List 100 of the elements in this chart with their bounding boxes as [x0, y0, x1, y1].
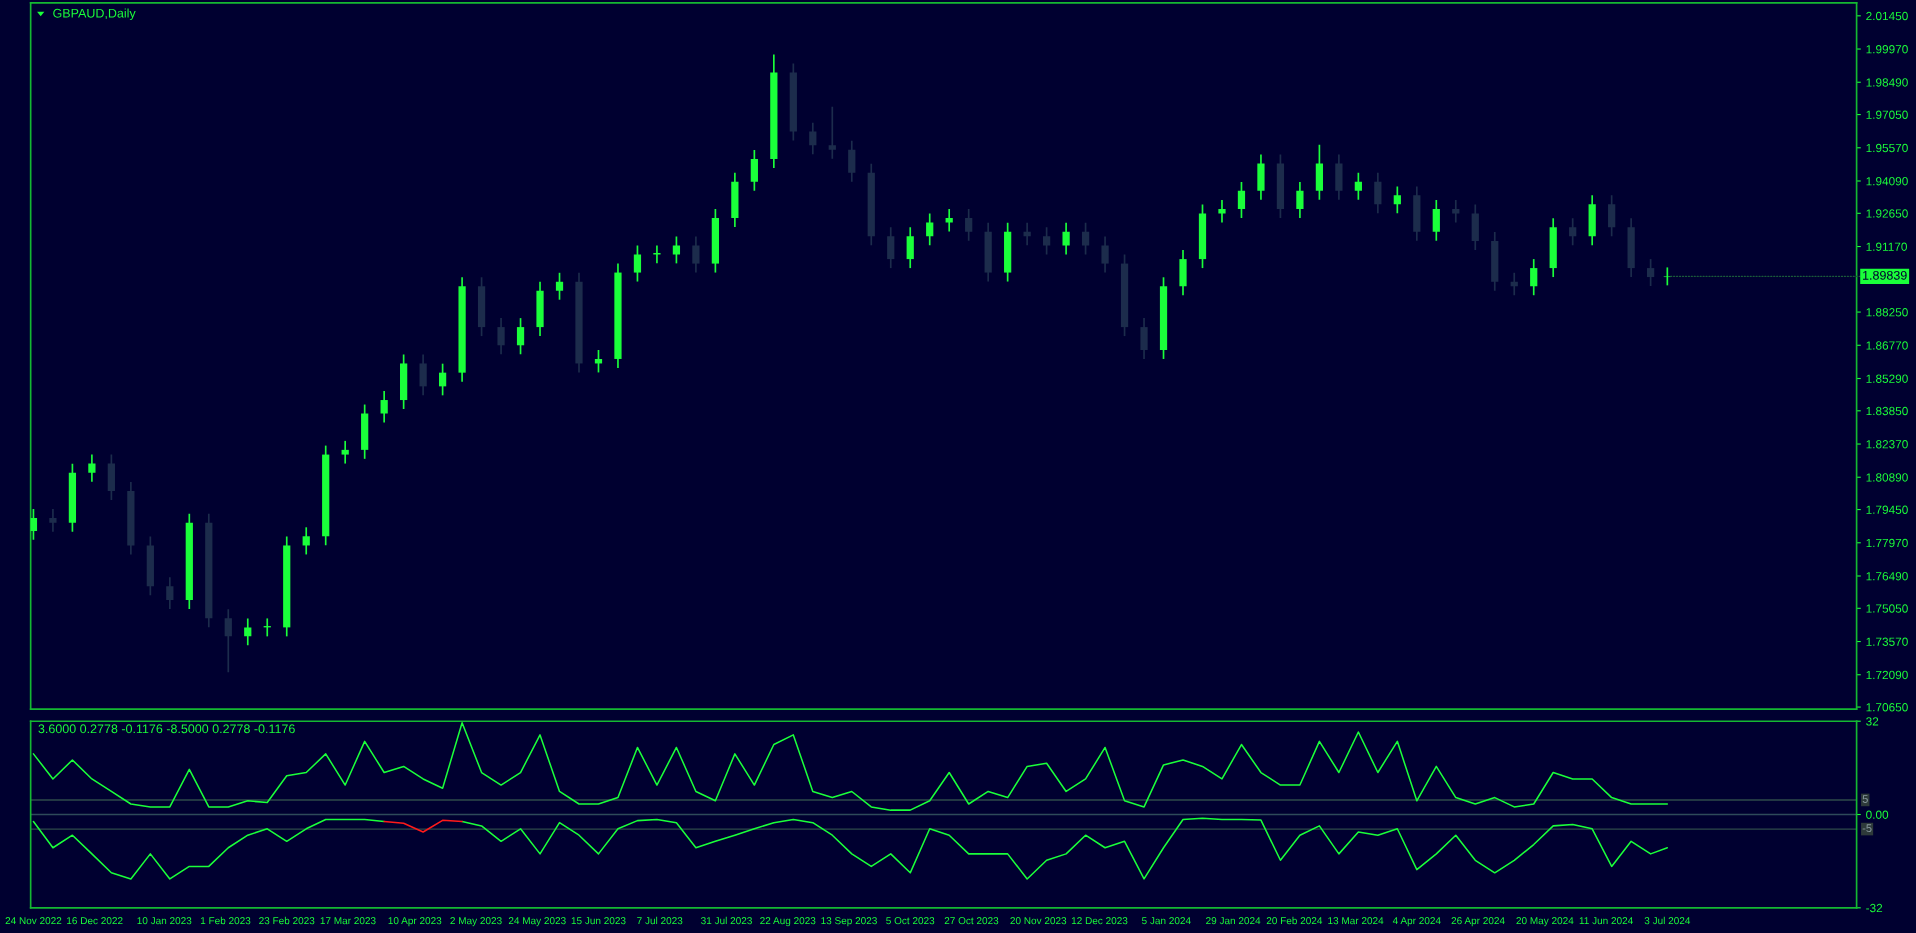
candlestick [302, 526, 310, 556]
candlestick [926, 212, 934, 247]
y-tick-label: 1.70650 [1866, 703, 1908, 712]
x-tick-label: 11 Jun 2024 [1579, 917, 1633, 925]
line-series [32, 721, 1669, 811]
candlestick [1530, 258, 1538, 297]
x-tick-label: 3 Jul 2024 [1644, 916, 1691, 925]
candlestick [828, 105, 836, 160]
x-tick-label: 2 May 2023 [450, 917, 502, 927]
y-tick-label: 1.97050 [1866, 110, 1908, 119]
y-tick-label: 1.79450 [1866, 505, 1908, 514]
candlestick [1043, 226, 1051, 256]
candlestick [906, 226, 914, 269]
y-tick-label: -32 [1866, 903, 1883, 913]
candlestick [887, 226, 895, 269]
y-tick-label: 1.80890 [1866, 473, 1908, 482]
x-tick-label: 29 Jan 2024 [1206, 917, 1261, 925]
candlestick [1374, 171, 1382, 215]
x-tick-label: 16 Dec 2022 [67, 917, 123, 925]
y-tick-label: 1.94090 [1866, 177, 1908, 186]
x-tick-label: 13 Sep 2023 [821, 917, 877, 927]
candlestick [224, 608, 232, 674]
y-tick-label: 1.92650 [1866, 209, 1908, 218]
y-tick-label: 1.83850 [1866, 406, 1908, 416]
candlestick [1569, 217, 1577, 247]
y-tick-label: 1.95570 [1866, 143, 1908, 153]
candlestick [1296, 181, 1304, 219]
x-tick-label: 1 Feb 2023 [200, 916, 251, 925]
x-tick-label: 17 Mar 2023 [320, 917, 376, 925]
candlestick [848, 139, 856, 183]
candlestick [244, 617, 252, 647]
y-tick-label: 1.73570 [1866, 637, 1908, 646]
candlestick [1081, 221, 1090, 256]
y-tick-label: 2.01450 [1866, 11, 1908, 21]
x-tick-label: 20 Nov 2023 [1010, 917, 1067, 925]
candlestick [1432, 199, 1440, 242]
x-tick-label: 7 Jul 2023 [637, 916, 683, 925]
candlestick [1218, 199, 1226, 224]
candlestick [809, 121, 817, 156]
candlestick [497, 317, 505, 356]
y-tick-label: 1.88250 [1866, 308, 1908, 317]
annotation: 1.89839 [1863, 270, 1907, 280]
chart-title: GBPAUD,Daily [53, 8, 136, 21]
y-tick-label: 1.91170 [1866, 242, 1907, 251]
x-tick-label: 31 Jul 2023 [701, 916, 752, 925]
candlestick [1101, 235, 1109, 274]
candlestick [166, 576, 174, 610]
y-tick-label: 0.00 [1866, 810, 1889, 819]
candlestick [1354, 171, 1362, 201]
x-tick-label: 10 Apr 2023 [388, 917, 442, 927]
x-tick-label: 23 Feb 2023 [259, 916, 315, 925]
candlestick [341, 440, 349, 465]
y-tick-label: 32 [1866, 717, 1879, 726]
x-tick-label: 20 May 2024 [1516, 917, 1574, 927]
x-tick-label: 4 Apr 2024 [1392, 917, 1441, 927]
x-tick-label: 5 Jan 2024 [1141, 917, 1191, 925]
x-tick-label: 15 Jun 2023 [571, 917, 626, 925]
candlestick [672, 235, 681, 265]
candlestick [49, 508, 57, 533]
candlestick [419, 353, 427, 397]
candlestick [965, 208, 973, 242]
chart-title: 3.6000 0.2778 -0.1176 -8.5000 0.2778 -0.1176 [38, 724, 295, 734]
candlestick [1393, 185, 1401, 215]
candlestick [1140, 317, 1148, 360]
candlestick [1663, 266, 1671, 287]
y-tick-label: 1.85290 [1866, 374, 1908, 383]
candlestick [30, 508, 38, 541]
candlestick [1647, 258, 1655, 287]
y-tick-label: 1.75050 [1866, 604, 1908, 613]
y-tick-label: 1.77970 [1866, 538, 1908, 548]
candlestick [88, 453, 96, 483]
y-tick-label: 1.82370 [1866, 440, 1908, 449]
candlestick [1608, 194, 1616, 238]
ref-line-label: 5 [1862, 795, 1868, 803]
ref-line-label: -5 [1862, 824, 1872, 833]
x-tick-label: 24 Nov 2022 [5, 917, 62, 925]
x-tick-label: 20 Feb 2024 [1266, 916, 1323, 925]
x-tick-label: 24 May 2023 [508, 917, 566, 927]
y-tick-label: 1.76490 [1866, 572, 1908, 581]
candlestick [692, 235, 700, 274]
candlestick [633, 244, 642, 283]
y-tick-label: 1.86770 [1866, 341, 1908, 350]
candlestick [945, 208, 953, 233]
candlestick [1237, 181, 1246, 219]
candlestick [1452, 199, 1460, 224]
candlestick [750, 149, 758, 192]
x-tick-label: 27 Oct 2023 [944, 917, 999, 925]
candlestick [380, 390, 388, 424]
x-tick-label: 5 Oct 2023 [886, 917, 935, 925]
candlestick [438, 362, 447, 397]
line-series [383, 819, 463, 833]
y-tick-label: 1.72090 [1866, 670, 1908, 680]
x-tick-label: 26 Apr 2024 [1451, 917, 1505, 927]
x-tick-label: 13 Mar 2024 [1328, 917, 1384, 925]
x-tick-label: 22 Aug 2023 [760, 917, 816, 927]
candlestick [1062, 221, 1070, 256]
candlestick [555, 271, 564, 301]
candlestick [516, 317, 525, 356]
y-tick-label: 1.98490 [1866, 78, 1908, 87]
y-tick-label: 1.99970 [1866, 45, 1908, 54]
